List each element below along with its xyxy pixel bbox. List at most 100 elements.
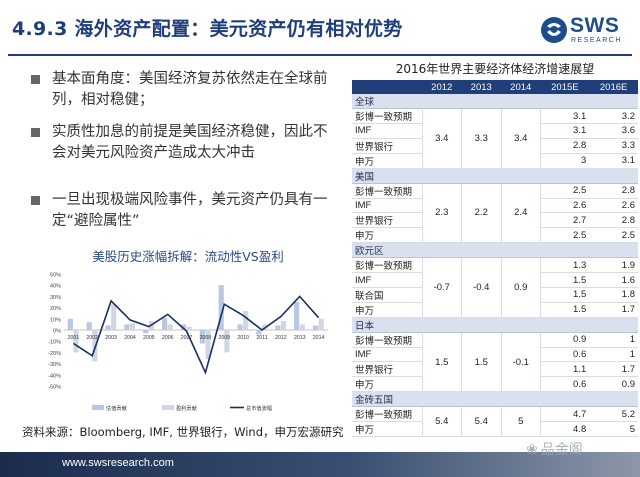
chart-title: 美股历史涨幅拆解：流动性VS盈利 <box>92 249 284 264</box>
legend-swatch <box>92 405 104 410</box>
logo-text: SWS <box>570 14 620 37</box>
bar-earnings <box>111 304 117 330</box>
forecast-cell: 1.7 <box>589 361 638 378</box>
region-label: 欧元区 <box>352 242 638 259</box>
forecast-cell: 3.3 <box>589 138 638 154</box>
table-row: 世界银行 1.1 1.7 <box>352 361 638 378</box>
bar-earnings <box>224 330 230 353</box>
bar-valuation <box>162 317 168 330</box>
forecast-cell: 4.8 <box>540 421 590 438</box>
forecast-source: 申万 <box>352 302 422 318</box>
forecast-source: 申万 <box>352 153 422 169</box>
actual-growth-cell: 2.4 <box>501 183 541 244</box>
bullet-text: 基本面角度：美国经济复苏依然走在全球前列，相对稳健； <box>52 71 328 108</box>
forecast-cell: 1.8 <box>589 287 638 303</box>
bar-earnings <box>318 318 324 330</box>
table-row: IMF 3.1 3.6 <box>352 123 638 139</box>
actual-growth-cell: -0.1 <box>501 332 541 393</box>
bar-earnings <box>73 330 79 353</box>
forecast-cell: 2.8 <box>589 183 638 199</box>
bar-valuation <box>199 330 205 344</box>
watermark-text: 品金阁 <box>540 442 583 458</box>
table-region-row: 全球 <box>352 94 638 110</box>
footer-url[interactable]: www.swsresearch.com <box>62 457 174 469</box>
bullet-marker-icon <box>31 128 40 137</box>
forecast-cell: 3 <box>540 153 590 169</box>
table-header-cell: 2013 <box>461 80 501 94</box>
table-row: 申万 1.5 1.7 <box>352 302 638 318</box>
forecast-cell: 3.2 <box>589 108 638 125</box>
forecast-source: 彭博一致预期 <box>352 183 422 199</box>
table-region-row: 欧元区 <box>352 242 638 259</box>
forecast-source: 彭博一致预期 <box>352 332 422 348</box>
forecast-source: IMF <box>352 272 422 288</box>
forecast-source: IMF <box>352 347 422 363</box>
x-tick-label: 2013 <box>294 335 306 341</box>
table-row: 申万 4.8 5 <box>352 421 638 438</box>
forecast-cell: 1.5 <box>540 287 590 303</box>
forecast-cell: 2.7 <box>540 212 590 229</box>
forecast-cell: 1.9 <box>589 257 638 274</box>
forecast-cell: 3.1 <box>540 108 590 125</box>
bar-valuation <box>143 330 149 334</box>
bar-earnings <box>205 330 211 360</box>
table-row: 申万 0.6 0.9 <box>352 376 638 393</box>
table-row: 彭博一致预期 2.3 2.2 2.4 2.5 2.8 <box>352 183 638 244</box>
forecast-cell: 2.8 <box>540 138 590 154</box>
forecast-cell: 1.6 <box>589 272 638 288</box>
title-divider <box>8 54 632 56</box>
actual-growth-cell: 2.3 <box>421 183 462 244</box>
y-tick-label: -10% <box>48 340 61 346</box>
bar-valuation <box>124 324 130 330</box>
legend-label: 盈利贡献 <box>176 404 197 412</box>
x-tick-label: 2012 <box>275 335 287 341</box>
forecast-cell: 2.6 <box>540 198 590 214</box>
x-tick-label: 2008 <box>200 335 212 341</box>
forecast-cell: 1 <box>589 347 638 363</box>
bar-valuation <box>312 325 319 330</box>
y-tick-label: 10% <box>50 317 61 323</box>
table-row: 世界银行 2.7 2.8 <box>352 212 638 229</box>
table-row: 彭博一致预期 1.5 1.5 -0.1 0.9 1 <box>352 332 638 393</box>
table-row: 世界银行 2.8 3.3 <box>352 138 638 154</box>
forecast-cell: 0.6 <box>540 347 590 363</box>
table-region-row: 日本 <box>352 317 638 333</box>
forecast-cell: 1.3 <box>540 257 590 274</box>
y-tick-label: 30% <box>50 295 61 301</box>
actual-growth-cell: 1.5 <box>421 332 462 393</box>
actual-growth-cell: 2.2 <box>461 183 502 244</box>
y-tick-label: -30% <box>48 362 61 368</box>
actual-growth-cell: 5 <box>501 406 541 438</box>
x-tick-label: 2001 <box>68 335 80 341</box>
sws-logo-icon <box>541 17 567 43</box>
forecast-cell: 1.1 <box>540 361 590 378</box>
bar-valuation <box>256 330 262 335</box>
bar-valuation <box>67 318 73 330</box>
y-tick-label: 20% <box>50 306 61 312</box>
forecast-source: IMF <box>352 198 422 214</box>
table-row: IMF 1.5 1.6 <box>352 272 638 288</box>
forecast-source: 彭博一致预期 <box>352 108 422 125</box>
bar-earnings <box>280 321 287 330</box>
bullet-text: 实质性加息的前提是美国经济稳健，因此不会对美元风险资产造成太大冲击 <box>52 124 328 161</box>
bar-earnings <box>243 310 249 330</box>
forecast-source: 世界银行 <box>352 212 422 229</box>
table-row: 申万 2.5 2.5 <box>352 227 638 244</box>
forecast-source: 彭博一致预期 <box>352 406 422 423</box>
table-row: 联合国 1.5 1.8 <box>352 287 638 303</box>
actual-growth-cell: -0.4 <box>461 257 502 318</box>
table-header-row: 2012 2013 2014 2015E 2016E <box>352 80 638 94</box>
forecast-source: 彭博一致预期 <box>352 257 422 274</box>
growth-forecast-table: 2012 2013 2014 2015E 2016E 全球 彭博一致预期 3.4 3.3 3.4… <box>352 80 638 438</box>
table-row: 彭博一致预期 -0.7 -0.4 0.9 1.3 1.9 <box>352 257 638 318</box>
table-row: IMF 2.6 2.6 <box>352 198 638 214</box>
x-tick-label: 2004 <box>124 335 136 341</box>
table-header-cell <box>352 80 422 94</box>
forecast-cell: 3.1 <box>540 123 590 139</box>
table-row: IMF 0.6 1 <box>352 347 638 363</box>
y-tick-label: 50% <box>50 273 61 279</box>
actual-growth-cell: 1.5 <box>461 332 502 393</box>
table-row: 申万 3 3.1 <box>352 153 638 169</box>
x-tick-label: 2003 <box>105 335 117 341</box>
footer-bar <box>0 452 640 477</box>
